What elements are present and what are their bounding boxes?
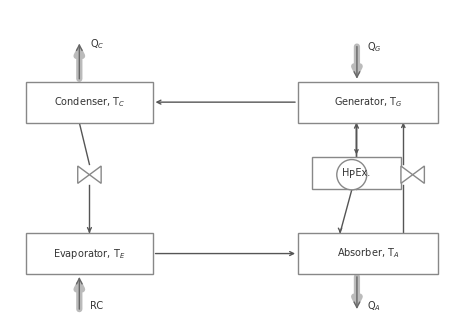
Text: Q$_A$: Q$_A$ — [367, 299, 381, 313]
FancyBboxPatch shape — [26, 82, 153, 123]
Ellipse shape — [337, 160, 367, 190]
Text: Q$_C$: Q$_C$ — [90, 37, 104, 51]
Text: Q$_G$: Q$_G$ — [367, 40, 382, 54]
Polygon shape — [90, 166, 101, 183]
Text: RC: RC — [90, 300, 103, 311]
Polygon shape — [401, 166, 413, 183]
Text: Evaporator, T$_E$: Evaporator, T$_E$ — [53, 247, 126, 261]
FancyBboxPatch shape — [298, 233, 438, 274]
Polygon shape — [78, 166, 90, 183]
Text: H. Ex.: H. Ex. — [342, 168, 371, 178]
FancyBboxPatch shape — [26, 233, 153, 274]
Text: Condenser, T$_C$: Condenser, T$_C$ — [54, 95, 125, 109]
Text: P: P — [349, 170, 355, 180]
FancyBboxPatch shape — [312, 157, 401, 189]
Text: Generator, T$_G$: Generator, T$_G$ — [334, 95, 402, 109]
FancyBboxPatch shape — [298, 82, 438, 123]
Polygon shape — [413, 166, 424, 183]
Text: Absorber, T$_A$: Absorber, T$_A$ — [337, 247, 400, 260]
